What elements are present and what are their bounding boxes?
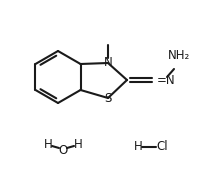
Text: H: H [74,137,82,151]
Text: NH₂: NH₂ [168,49,190,62]
Text: H: H [44,137,52,151]
Text: N: N [104,56,112,68]
Text: Cl: Cl [156,141,168,153]
Text: H: H [134,141,142,153]
Text: S: S [104,92,112,104]
Text: =N: =N [157,74,176,86]
Text: O: O [58,143,68,157]
